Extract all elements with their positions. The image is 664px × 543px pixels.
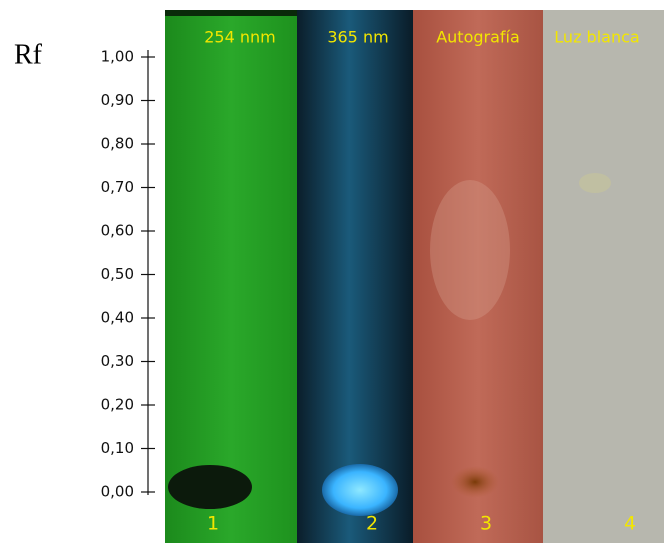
halo [430,180,510,320]
axis-title: Rf [14,39,43,70]
y-tick-label: 0,80 [101,135,134,153]
panel-label: 254 nnm [204,28,276,47]
y-tick-label: 0,20 [101,396,134,414]
plate-365 [297,10,413,543]
lane-number: 4 [624,513,636,535]
lane-number: 3 [480,513,492,535]
y-tick-label: 0,90 [101,91,134,109]
panel-label: Luz blanca [554,28,639,47]
lane-number: 1 [207,513,219,535]
plate-254 [165,10,297,543]
spot [579,173,611,193]
y-axis: 0,00 0,10 0,20 0,30 0,40 0,50 0,60 0,70 0,80 0,90… [101,48,155,501]
y-tick-label: 0,00 [101,483,134,501]
spot [322,464,398,516]
y-tick-label: 0,70 [101,178,134,196]
tlc-figure: Rf 0,000,100,200,300,400,500,600,700,800… [0,0,664,543]
plate-edge [165,10,297,16]
plate-white-light [543,10,664,543]
y-tick-label: 0,10 [101,439,134,457]
y-tick-label: 0,60 [101,222,134,240]
y-tick-label: 1,00 [101,48,134,66]
spot [168,465,252,509]
spot [451,466,499,498]
y-tick-label: 0,40 [101,309,134,327]
y-tick-label: 0,50 [101,265,134,283]
y-tick-label: 0,30 [101,352,134,370]
panel-label: Autografía [436,28,520,47]
panel-label: 365 nm [327,28,388,47]
lane-number: 2 [366,513,378,535]
